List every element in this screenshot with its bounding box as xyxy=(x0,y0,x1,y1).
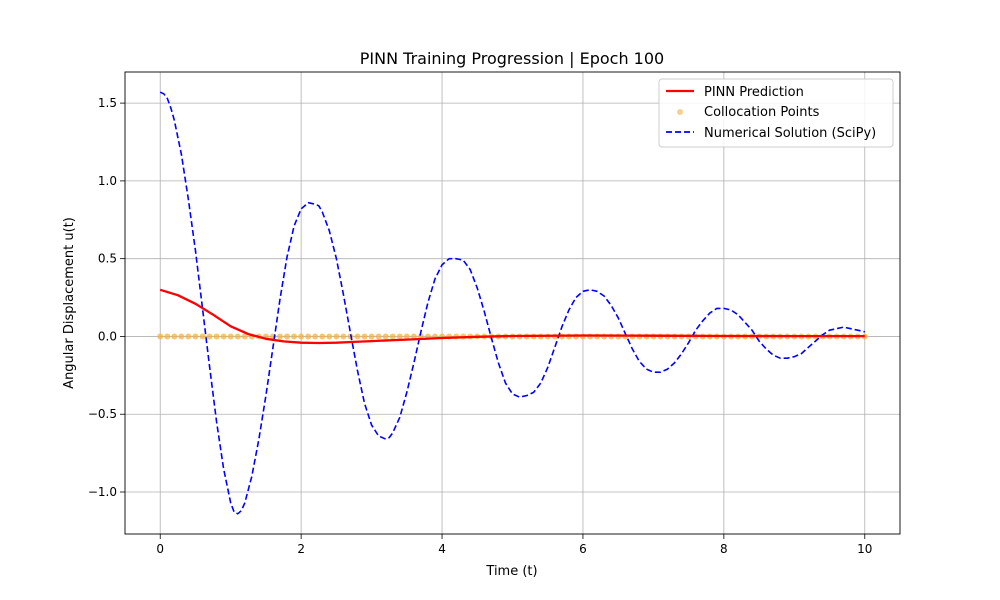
y-tick-label: 0.5 xyxy=(98,252,117,266)
collocation-point xyxy=(178,333,185,340)
collocation-point xyxy=(410,333,417,340)
legend-label-pinn: PINN Prediction xyxy=(704,85,804,100)
y-tick-label: −0.5 xyxy=(88,407,117,421)
plot-area xyxy=(157,91,868,515)
collocation-point xyxy=(206,333,213,340)
collocation-point xyxy=(340,333,347,340)
y-tick-label: 0.0 xyxy=(98,329,117,343)
collocation-point xyxy=(319,333,326,340)
collocation-point xyxy=(171,333,178,340)
x-tick-label: 2 xyxy=(297,542,305,556)
axes-frame xyxy=(124,71,901,535)
pinn-prediction-line xyxy=(159,288,865,345)
collocation-point xyxy=(185,333,192,340)
y-tick-label: 1.5 xyxy=(98,96,117,110)
collocation-point xyxy=(298,333,305,340)
collocation-point xyxy=(277,333,283,340)
collocation-point xyxy=(368,333,375,340)
legend-box xyxy=(658,78,894,148)
collocation-point xyxy=(361,333,368,340)
collocation-point xyxy=(220,333,227,340)
collocation-point xyxy=(192,333,199,340)
collocation-point xyxy=(234,333,241,340)
collocation-point xyxy=(396,333,403,340)
collocation-point xyxy=(164,333,171,340)
x-tick-label: 8 xyxy=(720,542,728,556)
y-tick-label: 1.0 xyxy=(98,174,117,188)
x-tick-label: 10 xyxy=(857,542,872,556)
x-tick-label: 4 xyxy=(438,542,446,556)
collocation-point xyxy=(382,333,389,340)
legend-label-collocation: Collocation Points xyxy=(704,105,820,120)
collocation-point xyxy=(157,333,164,340)
y-axis-label: Angular Displacement u(t) xyxy=(62,217,77,389)
x-tick-label: 0 xyxy=(156,542,164,556)
collocation-point xyxy=(354,333,361,340)
x-tick-label: 6 xyxy=(579,542,587,556)
collocation-point xyxy=(199,333,206,340)
collocation-point xyxy=(284,333,291,340)
numerical-solution-line xyxy=(159,91,865,515)
collocation-point xyxy=(389,333,396,340)
x-axis-label: Time (t) xyxy=(485,564,537,579)
collocation-point xyxy=(291,333,298,340)
collocation-point xyxy=(326,333,333,340)
collocation-point xyxy=(312,333,319,340)
collocation-point xyxy=(375,333,382,340)
ticks: 0 2 4 6 8 10 −1.0 −0.5 0.0 0.5 1.0 1.5 xyxy=(88,96,873,556)
collocation-point xyxy=(241,333,248,340)
legend-label-numerical: Numerical Solution (SciPy) xyxy=(704,126,876,141)
collocation-point xyxy=(403,333,410,340)
legend: PINN Prediction Collocation Points Numer… xyxy=(658,78,894,148)
collocation-point xyxy=(227,333,234,340)
legend-swatch-collocation xyxy=(677,109,683,115)
collocation-point xyxy=(333,333,340,340)
collocation-point xyxy=(213,333,220,340)
y-tick-label: −1.0 xyxy=(88,485,117,499)
chart-title: PINN Training Progression | Epoch 100 xyxy=(360,49,664,68)
collocation-point xyxy=(305,333,312,340)
